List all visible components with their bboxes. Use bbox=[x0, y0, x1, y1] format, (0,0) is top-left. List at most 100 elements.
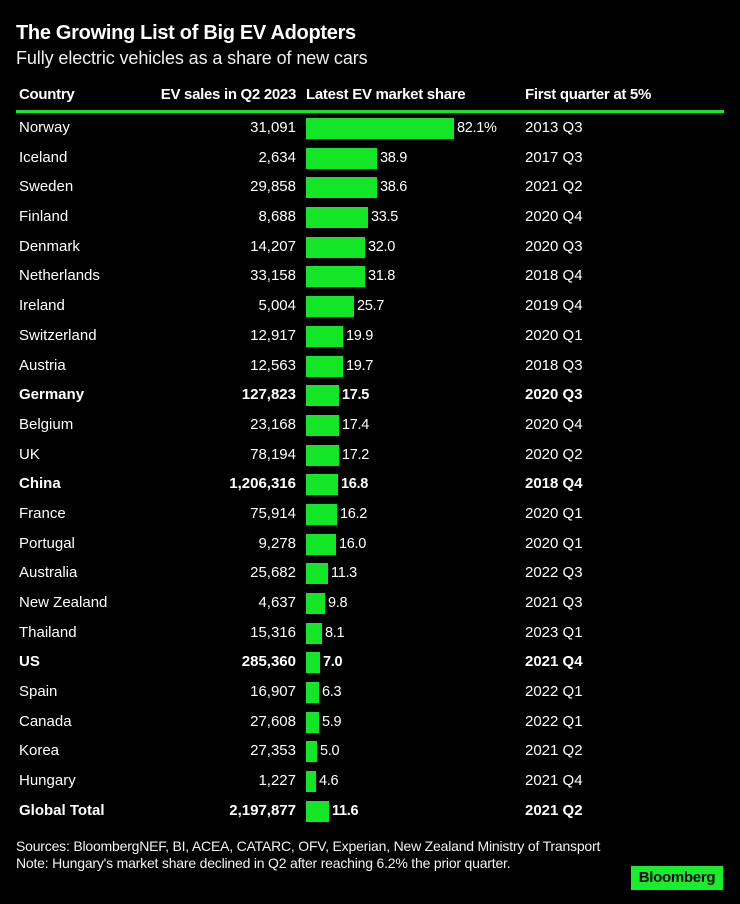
sales-cell: 2,634 bbox=[258, 148, 296, 166]
share-value: 5.9 bbox=[322, 713, 342, 730]
first-quarter-cell: 2020 Q3 bbox=[525, 386, 583, 404]
table-row: Canada 27,608 5.9 2022 Q1 bbox=[0, 707, 740, 737]
table-row: Sweden 29,858 38.6 2021 Q2 bbox=[0, 172, 740, 202]
first-quarter-cell: 2017 Q3 bbox=[525, 148, 583, 166]
sales-cell: 9,278 bbox=[258, 534, 296, 552]
first-quarter-cell: 2021 Q2 bbox=[525, 178, 583, 196]
share-value: 16.0 bbox=[339, 535, 367, 552]
share-value: 4.6 bbox=[319, 773, 339, 790]
share-bar bbox=[306, 444, 339, 466]
country-cell: Hungary bbox=[19, 772, 76, 790]
table-row: Denmark 14,207 32.0 2020 Q3 bbox=[0, 232, 740, 262]
first-quarter-cell: 2018 Q4 bbox=[525, 267, 583, 285]
chart-subtitle: Fully electric vehicles as a share of ne… bbox=[16, 48, 368, 68]
sales-cell: 27,608 bbox=[250, 712, 296, 730]
sales-cell: 14,207 bbox=[250, 237, 296, 255]
share-value: 11.3 bbox=[331, 565, 357, 582]
country-cell: Korea bbox=[19, 742, 60, 760]
column-header-first-quarter: First quarter at 5% bbox=[525, 86, 652, 103]
table-row: Netherlands 33,158 31.8 2018 Q4 bbox=[0, 261, 740, 291]
share-bar bbox=[306, 147, 377, 169]
sales-cell: 33,158 bbox=[250, 267, 296, 285]
sales-cell: 75,914 bbox=[250, 504, 296, 522]
country-cell: Finland bbox=[19, 208, 69, 226]
sales-cell: 78,194 bbox=[250, 445, 296, 463]
country-cell: Global Total bbox=[19, 801, 105, 819]
table-row: Iceland 2,634 38.9 2017 Q3 bbox=[0, 143, 740, 173]
table-row: Korea 27,353 5.0 2021 Q2 bbox=[0, 736, 740, 766]
country-cell: Netherlands bbox=[19, 267, 100, 285]
table-row: China 1,206,316 16.8 2018 Q4 bbox=[0, 469, 740, 499]
first-quarter-cell: 2022 Q1 bbox=[525, 712, 583, 730]
share-bar bbox=[306, 355, 343, 377]
country-cell: Belgium bbox=[19, 415, 74, 433]
footer: Sources: BloombergNEF, BI, ACEA, CATARC,… bbox=[16, 838, 616, 872]
share-value: 16.2 bbox=[340, 505, 368, 522]
share-value: 17.5 bbox=[342, 387, 370, 404]
sales-cell: 2,197,877 bbox=[229, 801, 296, 819]
share-bar bbox=[306, 593, 325, 614]
country-cell: Norway bbox=[19, 119, 70, 136]
country-cell: Sweden bbox=[19, 178, 74, 196]
table-row: Ireland 5,004 25.7 2019 Q4 bbox=[0, 291, 740, 321]
country-cell: China bbox=[19, 475, 61, 493]
country-cell: Ireland bbox=[19, 297, 65, 315]
share-bar bbox=[306, 622, 322, 644]
first-quarter-cell: 2018 Q4 bbox=[525, 475, 583, 493]
share-bar bbox=[306, 177, 377, 199]
share-bar bbox=[306, 771, 316, 793]
share-bar bbox=[306, 296, 354, 318]
table-row: Norway 31,091 82.1% 2013 Q3 bbox=[0, 113, 740, 143]
first-quarter-cell: 2018 Q3 bbox=[525, 356, 583, 374]
share-value: 9.8 bbox=[328, 595, 348, 611]
first-quarter-cell: 2023 Q1 bbox=[525, 623, 583, 641]
sales-cell: 5,004 bbox=[258, 297, 296, 315]
first-quarter-cell: 2020 Q1 bbox=[525, 534, 583, 552]
share-bar bbox=[306, 563, 328, 585]
table-row: Australia 25,682 11.3 2022 Q3 bbox=[0, 558, 740, 588]
share-value: 38.9 bbox=[380, 149, 408, 166]
share-bar bbox=[306, 800, 329, 822]
share-value: 33.5 bbox=[371, 209, 399, 226]
share-bar bbox=[306, 474, 338, 496]
share-bar bbox=[306, 533, 336, 555]
sales-cell: 4,637 bbox=[258, 594, 296, 611]
sales-cell: 12,563 bbox=[250, 356, 296, 374]
first-quarter-cell: 2020 Q2 bbox=[525, 445, 583, 463]
share-bar bbox=[306, 118, 454, 139]
first-quarter-cell: 2021 Q2 bbox=[525, 801, 583, 819]
share-bar bbox=[306, 711, 319, 733]
sales-cell: 15,316 bbox=[250, 623, 296, 641]
sales-cell: 29,858 bbox=[250, 178, 296, 196]
first-quarter-cell: 2020 Q3 bbox=[525, 237, 583, 255]
country-cell: Portugal bbox=[19, 534, 75, 552]
table-row: Belgium 23,168 17.4 2020 Q4 bbox=[0, 410, 740, 440]
first-quarter-cell: 2013 Q3 bbox=[525, 119, 583, 136]
country-cell: Spain bbox=[19, 683, 58, 701]
country-cell: US bbox=[19, 653, 40, 671]
country-cell: Canada bbox=[19, 712, 72, 730]
chart-title: The Growing List of Big EV Adopters bbox=[16, 22, 356, 44]
share-bar bbox=[306, 414, 339, 436]
country-cell: Thailand bbox=[19, 623, 77, 641]
share-value: 16.8 bbox=[341, 476, 369, 493]
sales-cell: 1,227 bbox=[258, 772, 296, 790]
table-row: US 285,360 7.0 2021 Q4 bbox=[0, 647, 740, 677]
share-value: 5.0 bbox=[320, 743, 340, 760]
share-bar bbox=[306, 682, 319, 704]
first-quarter-cell: 2021 Q4 bbox=[525, 772, 583, 790]
table-row: Hungary 1,227 4.6 2021 Q4 bbox=[0, 766, 740, 796]
country-cell: Australia bbox=[19, 564, 78, 582]
first-quarter-cell: 2020 Q4 bbox=[525, 208, 583, 226]
country-cell: Iceland bbox=[19, 148, 68, 166]
bloomberg-logo: Bloomberg bbox=[631, 866, 723, 890]
share-value: 11.6 bbox=[332, 802, 359, 819]
column-header-share: Latest EV market share bbox=[306, 86, 466, 103]
sales-cell: 285,360 bbox=[241, 653, 296, 671]
country-cell: Denmark bbox=[19, 237, 80, 255]
country-cell: Germany bbox=[19, 386, 85, 404]
sales-cell: 12,917 bbox=[250, 326, 296, 344]
share-bar bbox=[306, 385, 339, 407]
first-quarter-cell: 2020 Q1 bbox=[525, 504, 583, 522]
first-quarter-cell: 2019 Q4 bbox=[525, 297, 583, 315]
